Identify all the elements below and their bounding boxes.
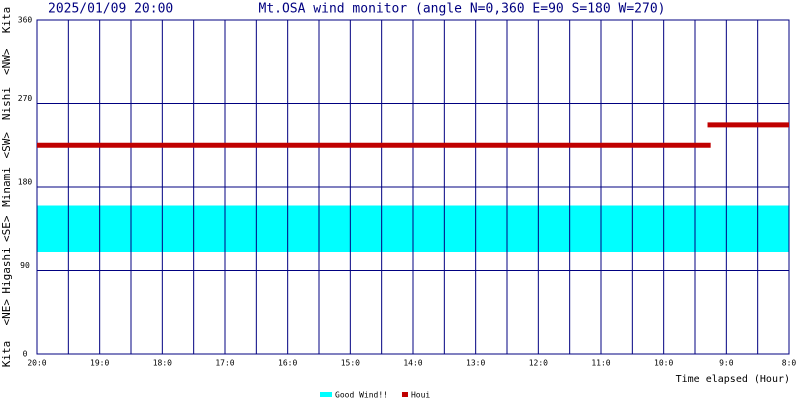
y-direction-label: <SW>: [0, 132, 13, 159]
y-direction-label: Minami: [0, 167, 13, 207]
y-direction-label: Nishi: [0, 87, 13, 120]
x-tick-label: 11:0: [591, 359, 610, 368]
legend-swatch: [401, 392, 408, 397]
x-tick-label: 14:0: [403, 359, 422, 368]
x-tick-label: 13:0: [466, 359, 485, 368]
x-tick-label: 10:0: [654, 359, 673, 368]
x-tick-label: 20:0: [27, 359, 46, 368]
legend-swatch: [320, 392, 332, 397]
y-direction-label: <NE>: [0, 299, 13, 326]
x-axis-label: Time elapsed (Hour): [676, 374, 790, 385]
x-tick-label: 8:0: [782, 359, 797, 368]
x-tick-label: 16:0: [278, 359, 297, 368]
y-tick-label: 90: [20, 261, 30, 270]
plot-border: [36, 19, 790, 355]
y-tick-label: 270: [18, 94, 33, 103]
x-tick-label: 15:0: [341, 359, 360, 368]
timestamp: 2025/01/09 20:00: [48, 2, 173, 17]
y-tick-label: 180: [18, 178, 33, 187]
y-tick-label: 0: [23, 350, 28, 359]
x-tick-label: 19:0: [90, 359, 109, 368]
y-tick-label: 360: [18, 16, 33, 25]
y-direction-label: <NW>: [0, 48, 13, 75]
x-tick-label: 12:0: [529, 359, 548, 368]
y-direction-label: Kita: [0, 7, 13, 34]
chart-title: Mt.OSA wind monitor (angle N=0,360 E=90 …: [259, 2, 666, 17]
legend-label: Houi: [411, 391, 430, 400]
x-tick-label: 18:0: [153, 359, 172, 368]
legend-label: Good Wind!!: [335, 391, 388, 400]
x-tick-label: 9:0: [719, 359, 734, 368]
y-direction-label: Higashi: [0, 247, 13, 293]
x-tick-label: 17:0: [215, 359, 234, 368]
houi-line: [37, 122, 789, 148]
y-direction-label: <SE>: [0, 215, 13, 242]
y-direction-label: Kita: [0, 341, 13, 368]
